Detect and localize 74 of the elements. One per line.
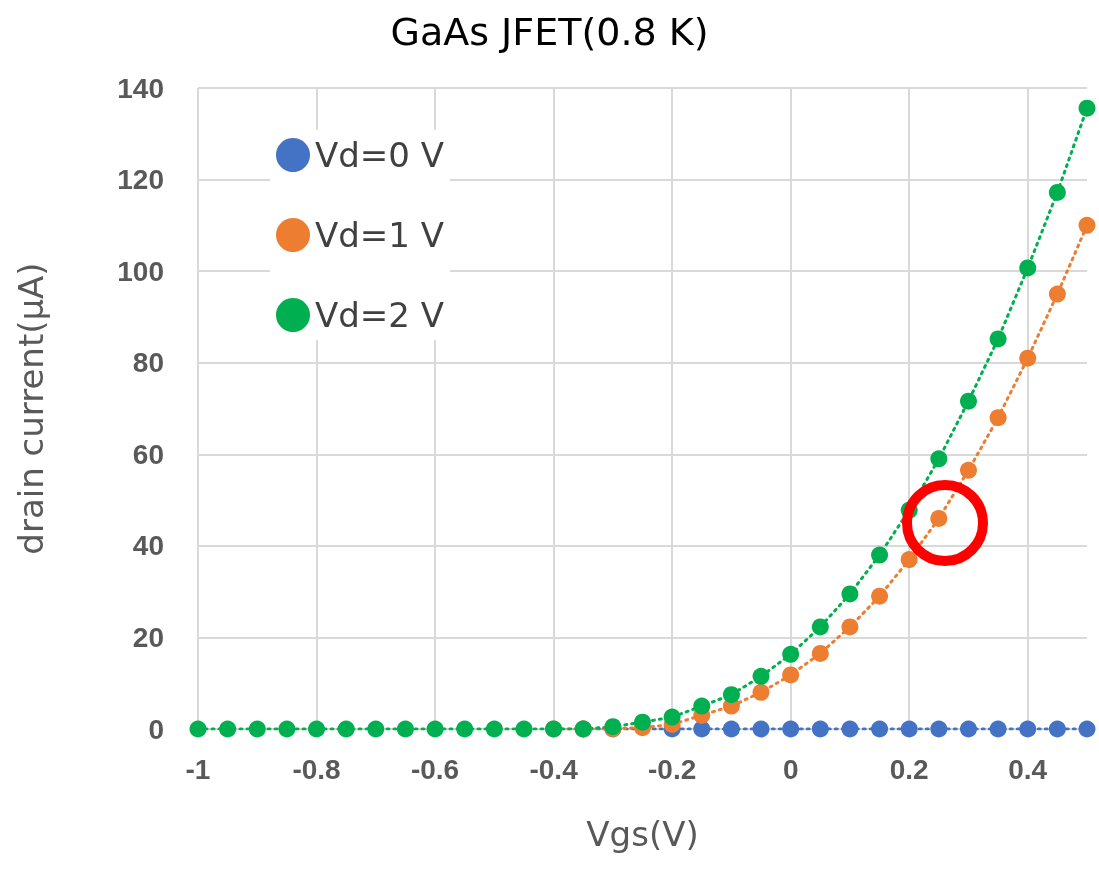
- point: [1048, 720, 1066, 738]
- point: [752, 720, 770, 738]
- y-tick-label: 120: [117, 164, 164, 196]
- point: [782, 645, 800, 663]
- point: [871, 587, 889, 605]
- point: [308, 720, 326, 738]
- point: [811, 644, 829, 662]
- point: [663, 708, 681, 726]
- legend-label: Vd=1 V: [315, 215, 445, 255]
- point: [426, 720, 444, 738]
- point: [782, 666, 800, 684]
- point: [722, 720, 740, 738]
- point: [693, 697, 711, 715]
- point: [1019, 720, 1037, 738]
- point: [1078, 216, 1096, 234]
- point: [278, 720, 296, 738]
- point: [1019, 259, 1037, 277]
- point: [248, 720, 266, 738]
- point: [396, 720, 414, 738]
- point: [367, 720, 385, 738]
- x-tick-label: 0.2: [889, 753, 929, 785]
- point: [1019, 349, 1037, 367]
- x-tick-label: -1: [185, 753, 211, 785]
- point: [841, 720, 859, 738]
- point: [900, 551, 918, 569]
- y-axis-title: drain current(μA): [11, 262, 51, 555]
- point: [989, 720, 1007, 738]
- point: [456, 720, 474, 738]
- x-tick-label: -0.6: [410, 753, 460, 785]
- point: [1048, 183, 1066, 201]
- point: [782, 720, 800, 738]
- point: [959, 461, 977, 479]
- y-tick-label: 100: [117, 255, 164, 287]
- point: [930, 509, 948, 527]
- point: [841, 618, 859, 636]
- point: [930, 450, 948, 468]
- y-tick-label: 140: [117, 72, 164, 104]
- point: [189, 720, 207, 738]
- x-tick-label: -0.4: [529, 753, 579, 785]
- legend-label: Vd=2 V: [315, 295, 445, 335]
- point: [871, 720, 889, 738]
- point: [752, 667, 770, 685]
- point: [634, 713, 651, 731]
- x-tick-label: -0.2: [648, 753, 697, 785]
- point: [1048, 285, 1066, 303]
- point: [515, 720, 533, 738]
- point: [871, 546, 889, 564]
- point: [1078, 99, 1096, 117]
- x-axis-title: Vgs(V): [586, 814, 699, 854]
- point: [219, 720, 237, 738]
- x-tick-label: 0.4: [1008, 753, 1048, 785]
- point: [959, 392, 977, 410]
- point: [811, 720, 829, 738]
- legend-label: Vd=0 V: [315, 135, 445, 175]
- point: [930, 720, 948, 738]
- x-tick-label: 0: [782, 753, 799, 785]
- point: [989, 330, 1007, 348]
- y-tick-label: 0: [148, 713, 164, 745]
- x-tick-label: -0.8: [292, 753, 341, 785]
- point: [1078, 720, 1096, 738]
- y-tick-label: 80: [132, 347, 164, 379]
- y-tick-label: 60: [132, 438, 164, 470]
- point: [811, 618, 829, 636]
- y-tick-label: 20: [132, 621, 164, 653]
- y-tick-label: 40: [132, 530, 164, 562]
- point: [752, 683, 770, 701]
- point: [989, 409, 1007, 427]
- point: [959, 720, 977, 738]
- point: [337, 720, 355, 738]
- point: [485, 720, 503, 738]
- point: [900, 720, 918, 738]
- point: [722, 686, 740, 704]
- chart-title: GaAs JFET(0.8 K): [390, 10, 709, 54]
- point: [841, 585, 859, 603]
